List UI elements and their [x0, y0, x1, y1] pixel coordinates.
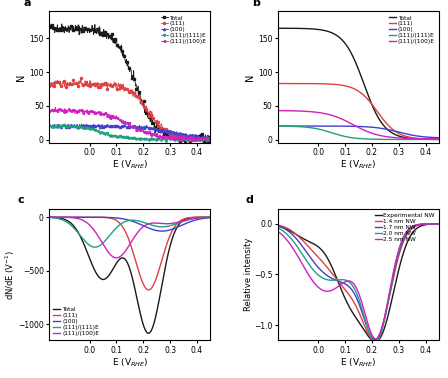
Y-axis label: N: N: [17, 73, 26, 81]
Text: c: c: [17, 195, 24, 205]
Legend: Total, (111), (100), (111)/(111)E, (111)/(100)E: Total, (111), (100), (111)/(111)E, (111)…: [52, 306, 100, 337]
X-axis label: E (V$_{RHE}$): E (V$_{RHE}$): [340, 356, 377, 369]
Text: d: d: [246, 195, 254, 205]
Legend: Total, (111), (100), (111)/(111)E, (111)/(100)E: Total, (111), (100), (111)/(111)E, (111)…: [388, 14, 436, 45]
Legend: Total, (111), (100), (111)/(111)E, (111)/(100)E: Total, (111), (100), (111)/(111)E, (111)…: [159, 14, 207, 45]
Text: b: b: [252, 0, 260, 8]
Legend: Experimental NW, 1.4 nm NW, 1.7 nm NW, 2.0 nm NW, 2.5 nm NW: Experimental NW, 1.4 nm NW, 1.7 nm NW, 2…: [374, 212, 436, 243]
X-axis label: E (V$_{RHE}$): E (V$_{RHE}$): [340, 159, 377, 171]
X-axis label: E (V$_{RHE}$): E (V$_{RHE}$): [112, 159, 148, 171]
Y-axis label: Relative intensity: Relative intensity: [244, 238, 253, 311]
X-axis label: E (V$_{RHE}$): E (V$_{RHE}$): [112, 356, 148, 369]
Y-axis label: N: N: [245, 73, 255, 81]
Text: a: a: [23, 0, 31, 8]
Y-axis label: dN/dE (V$^{-1}$): dN/dE (V$^{-1}$): [3, 249, 17, 299]
